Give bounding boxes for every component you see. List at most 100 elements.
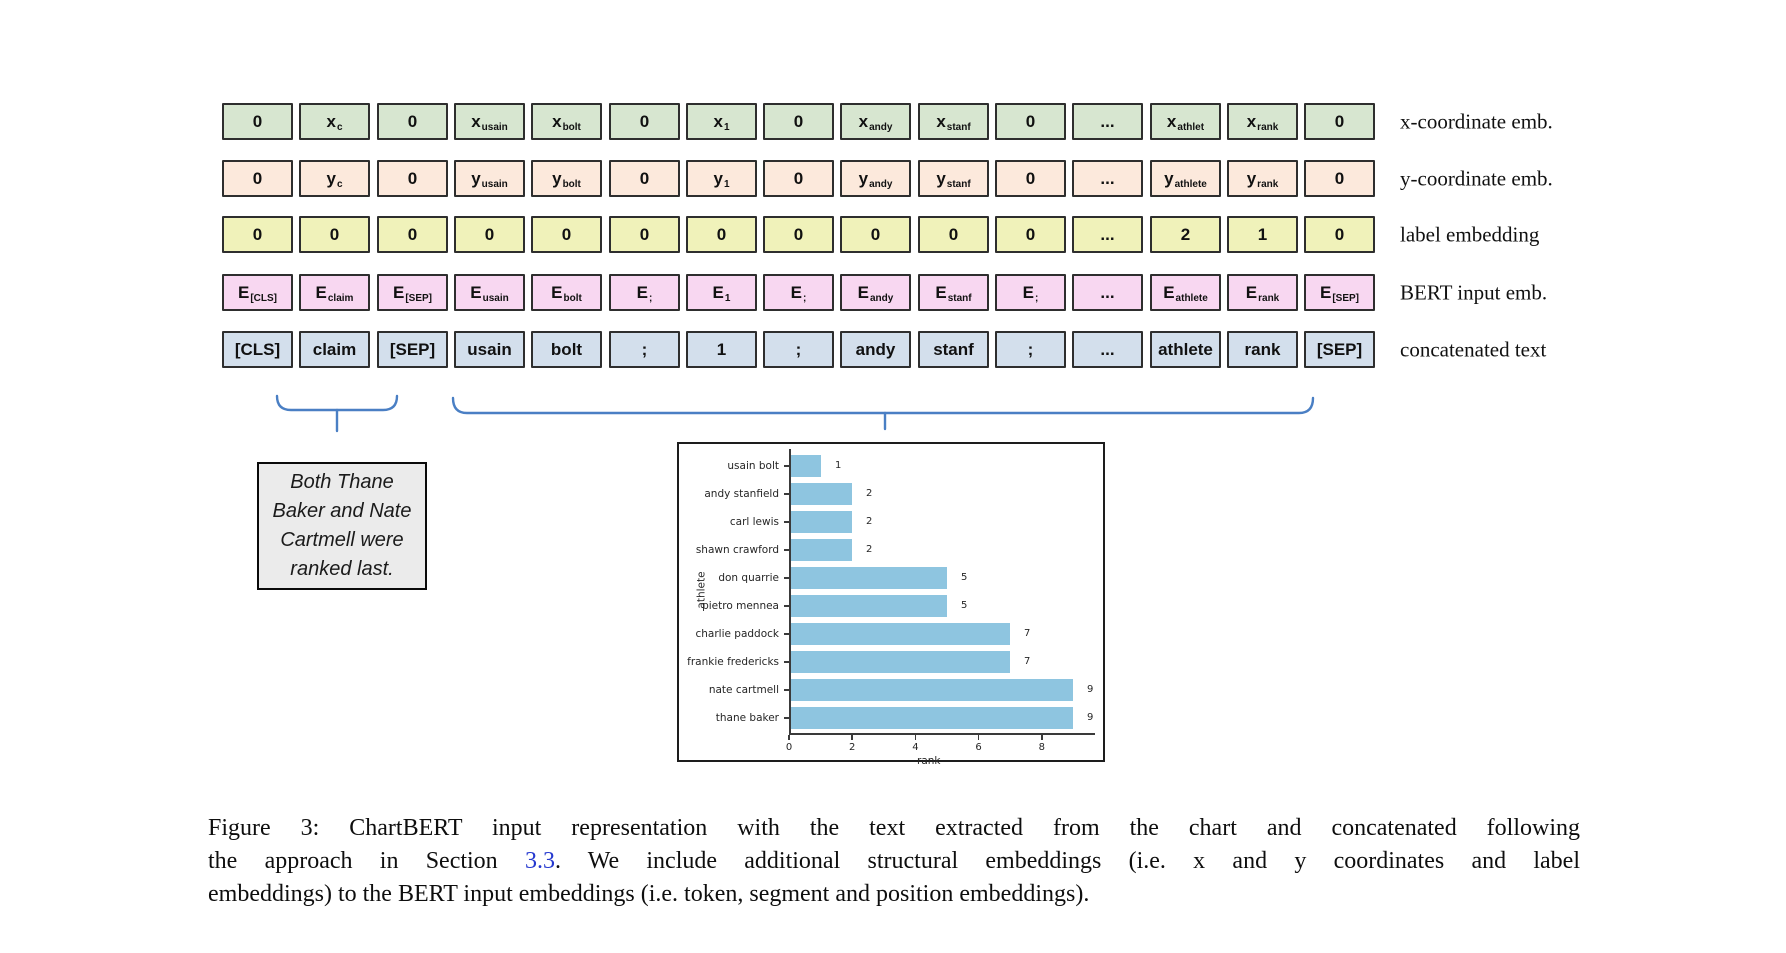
token-text: athlete — [1158, 340, 1213, 359]
value-label: 9 — [1087, 684, 1094, 695]
value-label: 7 — [1024, 628, 1031, 639]
token-subscript: rank — [1257, 121, 1279, 133]
token-box-concatenated-text-7: 1 — [686, 331, 757, 368]
token-subscript: [SEP] — [1332, 292, 1359, 304]
category-label: usain bolt — [727, 460, 779, 472]
token-text: 0 — [716, 225, 727, 244]
value-label: 5 — [961, 572, 968, 583]
x-tick-label: 6 — [975, 742, 982, 753]
token-text: E — [1163, 283, 1175, 302]
token-box-y-coordinate-5: y bolt — [531, 160, 602, 197]
token-text: ; — [795, 340, 802, 359]
row-label-label-embedding: label embedding — [1400, 222, 1540, 246]
token-subscript: stanf — [947, 292, 972, 304]
token-text: E — [392, 283, 405, 302]
token-subscript: athlet — [1177, 121, 1205, 133]
token-box-label-embedding-10: 0 — [918, 216, 989, 253]
token-text: 0 — [793, 112, 804, 131]
token-text: ... — [1100, 112, 1115, 131]
token-text: ; — [641, 340, 648, 359]
token-box-bert-input-6: E; — [609, 274, 680, 311]
token-text: E — [790, 283, 802, 302]
token-text: rank — [1244, 340, 1281, 359]
value-label: 2 — [866, 516, 873, 527]
token-box-label-embedding-11: 0 — [995, 216, 1066, 253]
y-tick — [784, 633, 789, 635]
token-text: 1 — [716, 340, 727, 359]
token-subscript: [CLS] — [250, 292, 277, 304]
token-box-x-coordinate-9: x andy — [840, 103, 911, 140]
token-box-concatenated-text-1: [CLS] — [222, 331, 293, 368]
x-tick — [851, 735, 853, 740]
token-box-bert-input-12: ... — [1072, 274, 1143, 311]
token-text: 1 — [1257, 225, 1268, 244]
token-text: E — [551, 283, 563, 302]
token-text: y — [936, 169, 946, 188]
category-label: pietro mennea — [702, 600, 779, 612]
token-box-y-coordinate-6: 0 — [609, 160, 680, 197]
token-text: [SEP] — [389, 340, 436, 359]
token-box-label-embedding-2: 0 — [299, 216, 370, 253]
token-text: E — [857, 283, 869, 302]
token-box-bert-input-11: E; — [995, 274, 1066, 311]
token-box-y-coordinate-12: ... — [1072, 160, 1143, 197]
token-text: E — [1245, 283, 1258, 302]
token-box-y-coordinate-8: 0 — [763, 160, 834, 197]
token-text: E — [315, 283, 327, 302]
value-label: 7 — [1024, 656, 1031, 667]
token-box-concatenated-text-10: stanf — [918, 331, 989, 368]
token-subscript: ; — [649, 292, 653, 304]
token-text: 0 — [252, 225, 263, 244]
y-axis-line — [789, 449, 791, 733]
rank-bar-chart: usain bolt 1 andy stanfield 2 carl lewis 2 sha… — [677, 442, 1105, 767]
category-label: carl lewis — [729, 516, 779, 528]
token-text: y — [1246, 169, 1257, 188]
token-box-x-coordinate-14: x rank — [1227, 103, 1298, 140]
token-text: 0 — [1025, 169, 1036, 188]
token-box-x-coordinate-15: 0 — [1304, 103, 1375, 140]
token-text: y — [1164, 169, 1174, 188]
token-text: 0 — [639, 169, 650, 188]
token-box-x-coordinate-4: x usain — [454, 103, 525, 140]
token-subscript: stanf — [946, 178, 971, 190]
token-text: 2 — [1180, 225, 1191, 244]
token-subscript: andy — [869, 121, 893, 133]
bar-andy-stanfield — [791, 483, 852, 505]
token-text: stanf — [933, 340, 974, 359]
token-box-concatenated-text-8: ; — [763, 331, 834, 368]
token-text: E — [237, 283, 250, 302]
bar-don-quarrie — [791, 567, 947, 589]
section-3-3-link[interactable]: 3.3 — [524, 848, 555, 874]
token-text: ; — [1027, 340, 1034, 359]
token-subscript: 1 — [724, 292, 731, 304]
token-box-x-coordinate-3: 0 — [377, 103, 448, 140]
token-box-y-coordinate-4: y usain — [454, 160, 525, 197]
caption-line-2: the approach in Section 3.3. We include … — [208, 845, 1580, 878]
token-text: y — [858, 169, 869, 188]
x-tick — [788, 735, 790, 740]
y-tick — [784, 521, 789, 523]
token-subscript: ; — [1035, 292, 1039, 304]
token-text: x — [936, 112, 946, 131]
token-text: [SEP] — [1316, 340, 1363, 359]
token-text: 0 — [1334, 112, 1345, 131]
bar-charlie-paddock — [791, 623, 1010, 645]
token-text: ... — [1100, 340, 1115, 359]
category-label: frankie fredericks — [687, 656, 779, 668]
token-box-label-embedding-3: 0 — [377, 216, 448, 253]
value-label: 1 — [835, 460, 842, 471]
x-tick — [914, 735, 917, 740]
token-subscript: athlete — [1174, 178, 1207, 190]
token-subscript: rank — [1257, 178, 1279, 190]
figure-caption: Figure 3: ChartBERT input representation… — [208, 812, 1580, 911]
token-box-y-coordinate-3: 0 — [377, 160, 448, 197]
bar-nate-cartmell — [791, 679, 1073, 701]
token-text: x — [552, 112, 562, 131]
token-text: 0 — [870, 225, 881, 244]
token-text: 0 — [329, 225, 340, 244]
token-text: ... — [1100, 169, 1115, 188]
